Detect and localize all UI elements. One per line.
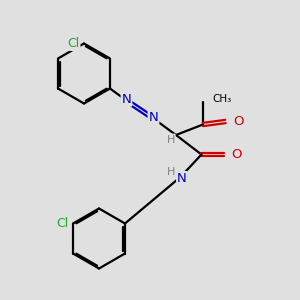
Text: Cl: Cl <box>67 37 80 50</box>
Text: CH₃: CH₃ <box>212 94 231 104</box>
Text: N: N <box>148 110 158 124</box>
Text: O: O <box>232 148 242 161</box>
Text: O: O <box>233 115 244 128</box>
Text: H: H <box>167 134 175 145</box>
Text: Cl: Cl <box>56 217 68 230</box>
Text: H: H <box>167 167 176 177</box>
Text: N: N <box>177 172 187 185</box>
Text: N: N <box>122 92 131 106</box>
